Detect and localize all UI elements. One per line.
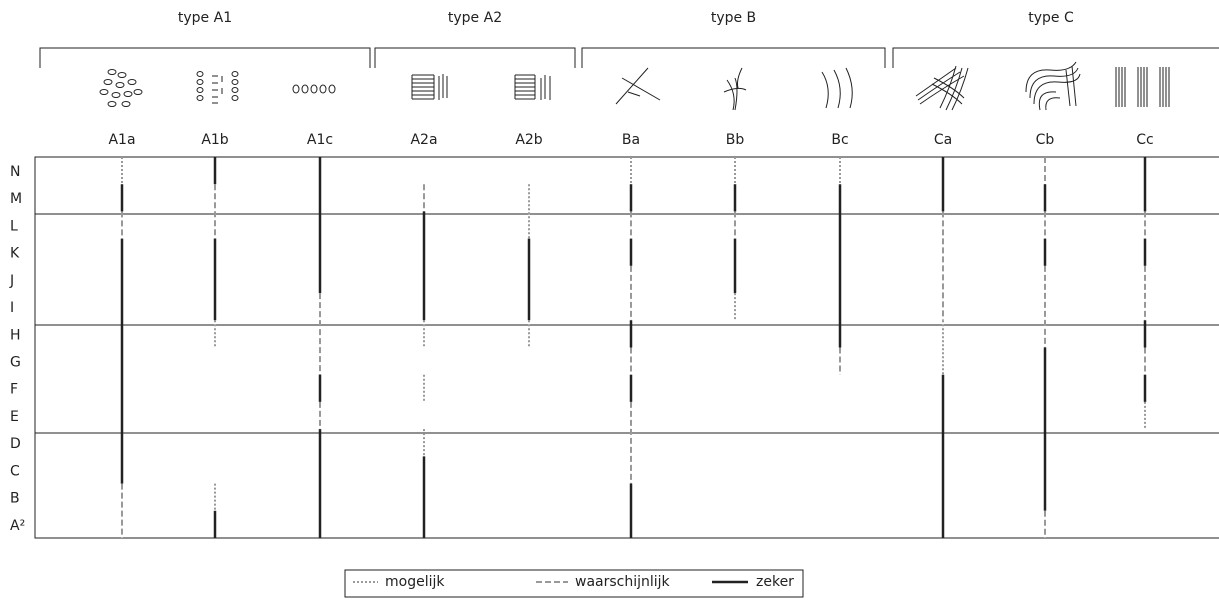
row-label: A²: [10, 518, 25, 534]
legend-label: mogelijk: [385, 574, 445, 590]
column-label: Bb: [726, 132, 745, 148]
row-label: F: [10, 382, 18, 398]
group-label: type A2: [448, 10, 502, 26]
column-label: Ca: [934, 132, 952, 148]
row-label: L: [10, 218, 18, 234]
group-bracket: [892, 47, 1219, 68]
column-label: A1c: [307, 132, 333, 148]
icon-ba: [615, 67, 661, 105]
row-label: J: [9, 273, 14, 289]
column-label: A1b: [201, 132, 228, 148]
legend-label: zeker: [756, 574, 794, 590]
row-label: K: [10, 246, 20, 262]
column-label: Bc: [831, 132, 848, 148]
row-label: G: [10, 354, 21, 370]
legend-label: waarschijnlijk: [575, 574, 671, 590]
group-label: type A1: [178, 10, 232, 26]
row-label: E: [10, 409, 19, 425]
row-label: C: [10, 463, 20, 479]
group-bracket: [581, 47, 886, 68]
row-label: M: [10, 191, 22, 207]
icon-a1c: [292, 84, 336, 94]
icon-bc: [821, 67, 853, 109]
column-label: A2a: [410, 132, 437, 148]
row-label: N: [10, 164, 20, 180]
icon-cb: [1025, 61, 1081, 111]
icon-bb: [723, 67, 747, 111]
icon-a2b: [514, 74, 551, 100]
icon-a2a: [411, 74, 448, 100]
group-bracket: [39, 47, 371, 68]
icon-a1b: [196, 71, 239, 104]
legend: mogelijk waarschijnlijk zeker: [344, 569, 804, 598]
icons: [99, 61, 1170, 111]
group-bracket: [374, 47, 576, 68]
group-label: type B: [711, 10, 756, 26]
icon-ca: [915, 65, 969, 111]
icon-a1a: [99, 69, 143, 107]
group-label: type C: [1028, 10, 1074, 26]
column-label: Cb: [1036, 132, 1055, 148]
row-label: I: [10, 300, 14, 316]
row-label: D: [10, 436, 21, 452]
row-label: B: [10, 491, 20, 507]
chart-frame: [34, 156, 1219, 539]
row-label: H: [10, 327, 21, 343]
icon-cc: [1115, 67, 1170, 107]
legend-box: [344, 569, 804, 598]
column-label: A1a: [108, 132, 135, 148]
column-label: Cc: [1136, 132, 1153, 148]
column-label: A2b: [515, 132, 542, 148]
column-label: Ba: [622, 132, 640, 148]
